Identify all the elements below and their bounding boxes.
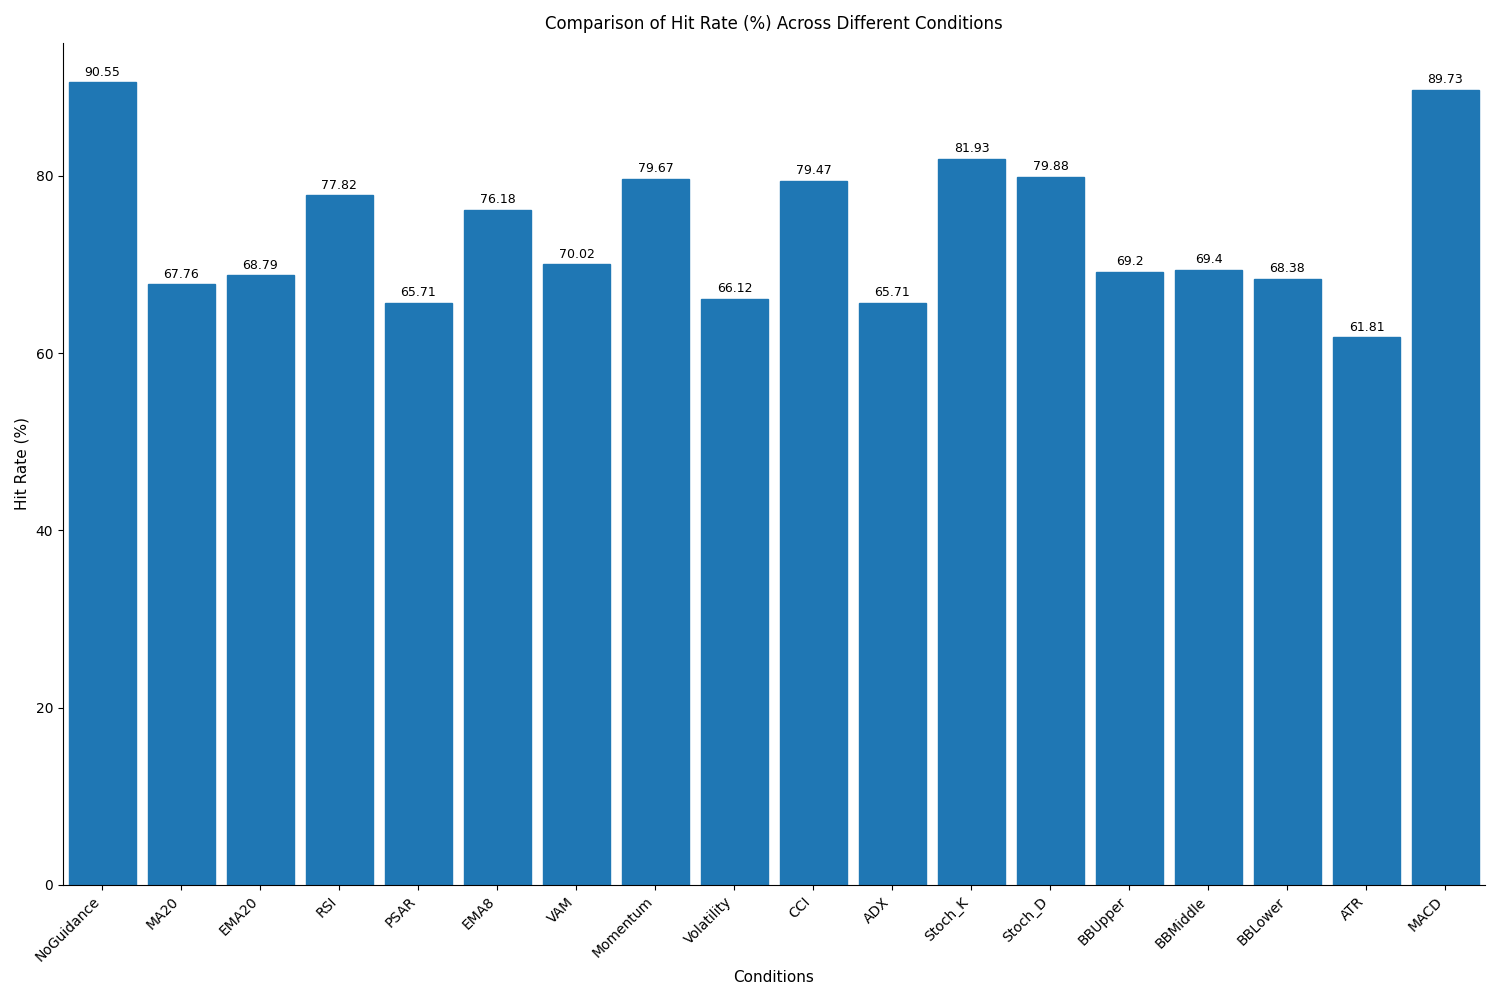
Text: 77.82: 77.82 — [321, 179, 357, 192]
Bar — [622, 179, 688, 885]
Text: 69.2: 69.2 — [1116, 255, 1143, 268]
Bar — [1174, 270, 1242, 885]
Bar — [780, 181, 847, 885]
Bar — [1412, 90, 1479, 885]
Text: 79.67: 79.67 — [638, 162, 674, 175]
Text: 79.47: 79.47 — [795, 164, 831, 177]
Bar — [226, 275, 294, 885]
Text: 68.38: 68.38 — [1269, 262, 1305, 275]
Bar — [464, 210, 531, 885]
Bar — [1254, 279, 1322, 885]
Text: 76.18: 76.18 — [480, 193, 516, 206]
Text: 69.4: 69.4 — [1194, 253, 1222, 266]
Bar — [859, 303, 926, 885]
Bar — [700, 299, 768, 885]
X-axis label: Conditions: Conditions — [734, 970, 815, 985]
Text: 81.93: 81.93 — [954, 142, 990, 155]
Text: 70.02: 70.02 — [558, 248, 594, 261]
Text: 65.71: 65.71 — [400, 286, 436, 299]
Text: 79.88: 79.88 — [1032, 160, 1068, 173]
Text: 61.81: 61.81 — [1348, 321, 1384, 334]
Bar — [938, 159, 1005, 885]
Y-axis label: Hit Rate (%): Hit Rate (%) — [15, 417, 30, 510]
Bar — [69, 82, 136, 885]
Bar — [1096, 272, 1162, 885]
Text: 65.71: 65.71 — [874, 286, 910, 299]
Text: 89.73: 89.73 — [1428, 73, 1464, 86]
Bar — [543, 264, 610, 885]
Bar — [148, 284, 214, 885]
Text: 66.12: 66.12 — [717, 282, 752, 295]
Bar — [1017, 177, 1084, 885]
Text: 90.55: 90.55 — [84, 66, 120, 79]
Text: 68.79: 68.79 — [243, 259, 279, 272]
Text: 67.76: 67.76 — [164, 268, 200, 281]
Title: Comparison of Hit Rate (%) Across Different Conditions: Comparison of Hit Rate (%) Across Differ… — [544, 15, 1004, 33]
Bar — [1334, 337, 1400, 885]
Bar — [386, 303, 452, 885]
Bar — [306, 195, 374, 885]
